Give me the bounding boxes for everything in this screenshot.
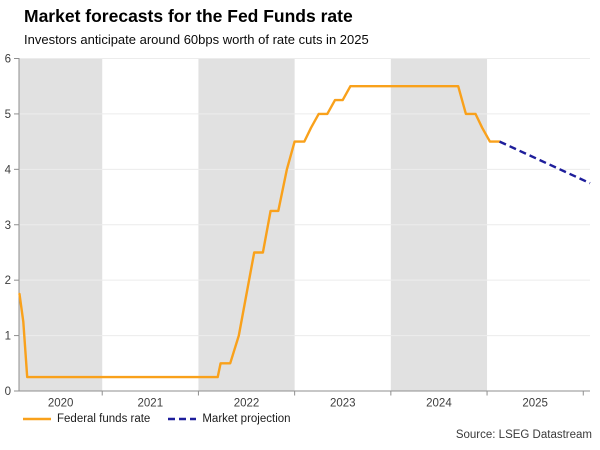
chart-title: Market forecasts for the Fed Funds rate xyxy=(24,6,353,26)
y-tick-label: 6 xyxy=(5,54,11,66)
chart-legend: Federal funds rate Market projection xyxy=(23,413,291,425)
x-tick-label: 2020 xyxy=(48,398,74,410)
y-tick-label: 2 xyxy=(5,275,11,287)
market-projection-line xyxy=(499,140,591,185)
legend-label: Market projection xyxy=(202,413,291,425)
x-tick-label: 2021 xyxy=(138,398,164,410)
x-tick-label: 2022 xyxy=(234,398,260,410)
x-tick-label: 2025 xyxy=(522,398,548,410)
y-tick-label: 1 xyxy=(5,331,11,343)
x-tick-label: 2023 xyxy=(330,398,356,410)
dashed-line-swatch-icon xyxy=(168,417,197,421)
x-tick-label: 2024 xyxy=(426,398,452,410)
legend-item-federal-funds-rate: Federal funds rate xyxy=(23,413,150,425)
federal-funds-rate-line xyxy=(18,84,501,379)
solid-line-swatch-icon xyxy=(23,417,51,421)
y-tick-label: 5 xyxy=(5,109,11,121)
source-credit: Source: LSEG Datastream xyxy=(455,429,592,441)
y-tick-label: 3 xyxy=(5,220,11,232)
y-tick-label: 0 xyxy=(5,386,11,398)
legend-item-market-projection: Market projection xyxy=(168,413,291,425)
y-tick-label: 4 xyxy=(5,164,12,176)
legend-label: Federal funds rate xyxy=(57,413,151,425)
chart-subtitle: Investors anticipate around 60bps worth … xyxy=(24,32,369,47)
